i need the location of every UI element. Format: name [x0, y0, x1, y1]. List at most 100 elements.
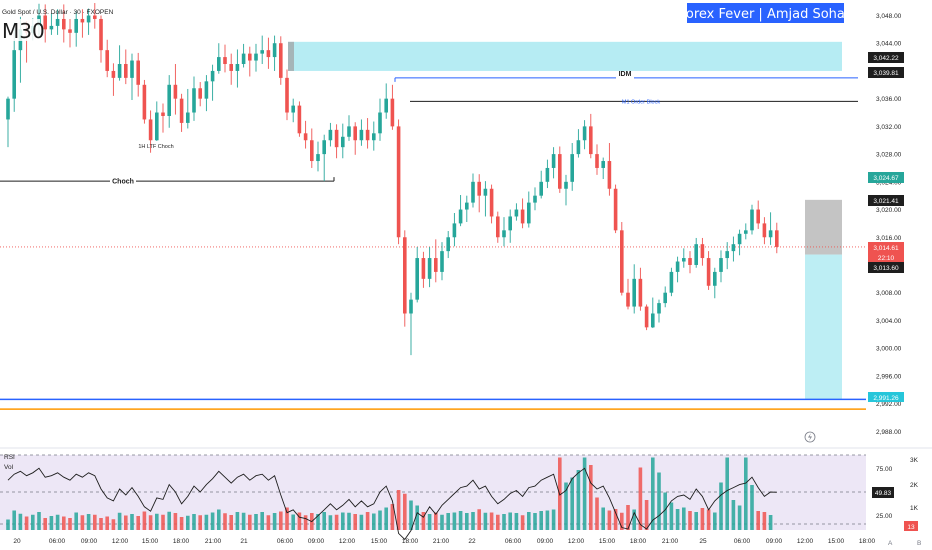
volume-bar [347, 512, 351, 530]
candle-body [415, 258, 419, 300]
time-tick: 25 [699, 538, 707, 545]
time-tick: 12:00 [797, 538, 814, 545]
time-tick: 18:00 [173, 538, 190, 545]
price-label-bg-2 [868, 67, 904, 78]
lightning-icon[interactable] [804, 431, 816, 443]
candle-body [303, 133, 308, 141]
time-axis[interactable]: 20 06:00 09:00 12:00 15:00 18:00 21:00 21 06:00 0… [13, 538, 875, 545]
price-label-bg-3 [868, 172, 904, 183]
volume-bar [260, 512, 264, 530]
volume-bar [117, 512, 122, 530]
volume-bar [545, 510, 550, 530]
candle-body [731, 244, 736, 252]
volume-bar [210, 512, 215, 530]
time-tick: 22 [468, 538, 476, 545]
price-tick: 3,028.00 [876, 152, 902, 159]
candle-body [248, 53, 252, 61]
time-tick: 09:00 [537, 538, 554, 545]
volume-bar [539, 511, 543, 530]
price-label-1: 3,042.22 [873, 55, 899, 62]
price-label-6: 3,013.60 [873, 265, 899, 272]
candle-body [148, 119, 153, 141]
candle-body [55, 18, 60, 26]
volume-bar [99, 518, 103, 530]
candle-body [644, 306, 649, 328]
volume-bar [471, 512, 475, 530]
candle-body [589, 126, 593, 155]
candle-body [682, 258, 686, 262]
time-tick: 21 [240, 538, 248, 545]
volume-bar [322, 512, 326, 530]
volume-bar [68, 518, 72, 530]
vol-tick-3k: 3K [910, 457, 919, 464]
volume-bar [18, 513, 23, 530]
volume-bar [502, 514, 506, 530]
order-block-label: M1 Order Block [622, 99, 660, 105]
volume-bar [508, 512, 512, 530]
supply-zone[interactable] [288, 41, 842, 71]
price-tick: 3,032.00 [876, 124, 902, 131]
volume-bar [254, 514, 258, 530]
candle-body [179, 98, 184, 123]
volume-bar [396, 490, 401, 530]
candle-body [136, 60, 140, 85]
price-tick: 3,044.00 [876, 41, 902, 48]
volume-bar [235, 512, 240, 530]
price-tick: 3,036.00 [876, 96, 902, 103]
volume-bar [731, 500, 736, 530]
auto-scale-button[interactable]: A [888, 540, 893, 547]
vol-tick-1k: 1K [910, 505, 919, 512]
price-tick: 3,020.00 [876, 207, 902, 214]
stop-loss-zone[interactable] [805, 199, 842, 255]
candlestick-series [6, 3, 779, 356]
volume-bar [161, 514, 165, 530]
price-label-7: 2,991.26 [873, 395, 899, 402]
candle-body [446, 237, 450, 252]
candle-body [167, 84, 171, 116]
candle-body [496, 216, 500, 238]
volume-bar [93, 514, 97, 530]
candle-body [161, 112, 165, 116]
volume-bar [669, 502, 674, 530]
rsi-line [7, 467, 777, 541]
volume-bar [186, 515, 190, 530]
volume-bar [762, 512, 767, 530]
volume-bar [148, 515, 153, 530]
choch-label: Choch [112, 179, 134, 186]
take-profit-zone[interactable] [805, 254, 842, 400]
candle-body [204, 81, 209, 99]
candle-body [192, 88, 196, 113]
candle-body [744, 230, 748, 234]
volume-bar [12, 510, 16, 530]
candle-body [365, 129, 370, 141]
volume-bar [272, 513, 277, 530]
time-tick: 21:00 [662, 538, 679, 545]
volume-bar [192, 514, 196, 530]
volume-bar [483, 512, 488, 530]
volume-bar [570, 477, 574, 530]
candle-body [607, 161, 612, 189]
volume-bar [217, 509, 221, 530]
price-tick: 3,008.00 [876, 290, 902, 297]
volume-bar [613, 509, 618, 530]
volume-bar [124, 515, 128, 530]
volume-bar [55, 514, 60, 530]
symbol-title: Gold Spot / U.S. Dollar · 30 · FXOPEN [2, 9, 114, 16]
rsi-value: 49.83 [875, 490, 892, 497]
candle-body [359, 129, 364, 141]
candle-body [235, 64, 240, 71]
candle-body [502, 230, 506, 238]
volume-bar [682, 507, 686, 530]
volume-bar [49, 516, 54, 530]
volume-bar [737, 505, 742, 530]
candle-body [713, 271, 717, 286]
time-tick: 12:00 [339, 538, 356, 545]
price-tick: 3,004.00 [876, 318, 902, 325]
log-scale-button[interactable]: B [917, 540, 921, 547]
time-tick: 15:00 [142, 538, 159, 545]
candle-body [328, 129, 333, 141]
volume-bar [136, 516, 140, 530]
candle-body [322, 140, 326, 155]
candle-body [210, 70, 215, 82]
